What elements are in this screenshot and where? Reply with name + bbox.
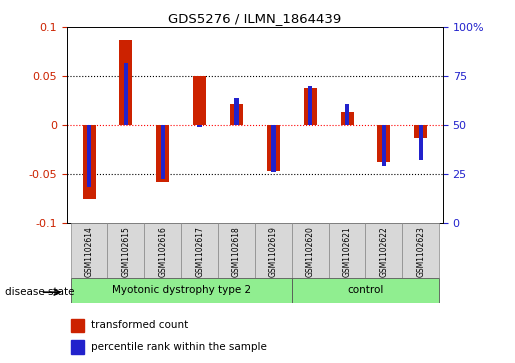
Bar	[402, 223, 439, 278]
Text: transformed count: transformed count	[91, 321, 188, 330]
Bar	[230, 104, 243, 125]
Text: GSM1102619: GSM1102619	[269, 226, 278, 277]
Bar	[415, 125, 427, 138]
Bar	[119, 40, 132, 125]
Bar	[144, 223, 181, 278]
Bar	[193, 76, 206, 125]
Text: GSM1102623: GSM1102623	[416, 226, 425, 277]
Bar	[329, 223, 366, 278]
Bar	[255, 223, 292, 278]
Bar	[197, 125, 202, 127]
Text: Myotonic dystrophy type 2: Myotonic dystrophy type 2	[112, 285, 251, 295]
Bar	[340, 113, 353, 125]
Text: GSM1102615: GSM1102615	[122, 226, 130, 277]
Bar	[345, 104, 349, 125]
Bar	[366, 223, 402, 278]
Bar	[382, 125, 386, 166]
Bar	[71, 278, 292, 303]
Text: GSM1102618: GSM1102618	[232, 226, 241, 277]
Text: GSM1102620: GSM1102620	[306, 226, 315, 277]
Bar	[82, 125, 95, 199]
Bar	[124, 64, 128, 125]
Bar	[292, 223, 329, 278]
Text: GSM1102621: GSM1102621	[342, 226, 352, 277]
Bar	[157, 125, 169, 182]
Bar	[218, 223, 255, 278]
Bar	[71, 340, 84, 354]
Bar	[234, 98, 239, 125]
Bar	[377, 125, 390, 163]
Bar	[71, 319, 84, 332]
Bar	[419, 125, 423, 160]
Text: disease state: disease state	[5, 287, 75, 297]
Bar	[267, 125, 280, 171]
Bar	[304, 88, 317, 125]
Text: GSM1102622: GSM1102622	[380, 226, 388, 277]
Text: GSM1102616: GSM1102616	[158, 226, 167, 277]
Text: GSM1102617: GSM1102617	[195, 226, 204, 277]
Text: control: control	[347, 285, 384, 295]
Title: GDS5276 / ILMN_1864439: GDS5276 / ILMN_1864439	[168, 12, 341, 25]
Text: percentile rank within the sample: percentile rank within the sample	[91, 342, 267, 352]
Bar	[71, 223, 108, 278]
Bar	[108, 223, 144, 278]
Bar	[181, 223, 218, 278]
Bar	[308, 86, 313, 125]
Bar	[161, 125, 165, 179]
Text: GSM1102614: GSM1102614	[84, 226, 94, 277]
Bar	[271, 125, 276, 172]
Bar	[87, 125, 91, 187]
Bar	[292, 278, 439, 303]
